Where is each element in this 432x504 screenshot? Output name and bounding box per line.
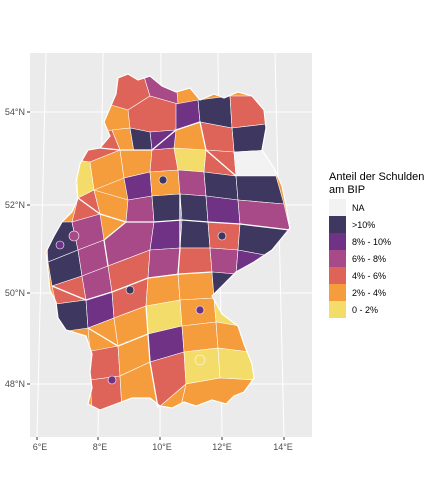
state-borders: [51, 121, 291, 409]
longitude-labels: 6°E 8°E 10°E 12°E 14°E: [33, 437, 293, 452]
legend-label-2-4: 2% - 4%: [352, 288, 386, 298]
meridian-14e: [274, 52, 285, 438]
legend-label-8-10: 8% - 10%: [352, 237, 391, 247]
region-urban-6: [194, 354, 206, 366]
y-tick-label-54: 54°N: [5, 107, 25, 117]
legend-key-0-2: [329, 301, 346, 318]
meridian-6e: [36, 52, 47, 438]
region-thuringia-west: [149, 219, 183, 251]
state-border-7: [103, 221, 127, 267]
legend-label-4-6: 4% - 6%: [352, 271, 386, 281]
legend-label-0-2: 0 - 2%: [352, 305, 378, 315]
region-harz: [151, 193, 183, 223]
legend-label-6-8: 6% - 8%: [352, 254, 386, 264]
x-tick-label-8: 8°E: [93, 442, 108, 452]
state-border-2: [77, 197, 291, 231]
region-altmark: [173, 147, 207, 173]
region-urban-2: [55, 240, 65, 250]
x-tick-label-12: 12°E: [212, 442, 232, 452]
y-tick-label-48: 48°N: [5, 379, 25, 389]
region-lausitz: [237, 199, 290, 231]
legend: Anteil der Schulden am BIP NA >10% 8% - …: [329, 171, 424, 318]
legend-key-2-4: [329, 284, 346, 301]
region-muenchen: [183, 347, 221, 385]
state-border-6: [177, 194, 181, 275]
legend-title-line-1: Anteil der Schulden: [329, 171, 424, 183]
region-fulda: [147, 247, 181, 279]
region-bamberg: [177, 271, 215, 301]
legend-title-line-2: am BIP: [329, 184, 365, 196]
legend-key-6-8: [329, 250, 346, 267]
legend-key-na: [329, 199, 346, 216]
state-border-3: [51, 271, 213, 301]
region-ingolstadt: [181, 321, 219, 353]
region-lueneburg: [149, 147, 179, 173]
y-tick-label-50: 50°N: [5, 288, 25, 298]
region-thuringia-east: [179, 219, 211, 249]
region-halle: [179, 193, 209, 223]
legend-label-na: NA: [352, 203, 365, 213]
region-urban-8: [217, 231, 227, 241]
legend-key-4-6: [329, 267, 346, 284]
x-tick-label-14: 14°E: [273, 442, 293, 452]
region-urban-1: [68, 230, 80, 242]
region-goettingen: [125, 195, 155, 223]
state-border-4: [87, 305, 149, 347]
state-border-5: [147, 333, 159, 409]
x-tick-label-10: 10°E: [152, 442, 172, 452]
region-urban-7: [107, 375, 117, 385]
legend-key-8-10: [329, 233, 346, 250]
region-urban-4: [158, 175, 168, 185]
region-bremen: [129, 127, 153, 153]
region-urban-5: [195, 305, 205, 315]
x-tick-label-6: 6°E: [33, 442, 48, 452]
region-fläming: [205, 195, 241, 225]
state-border-1: [99, 121, 237, 177]
latitude-labels: 54°N 52°N 50°N 48°N: [5, 107, 30, 389]
region-coburg: [177, 247, 213, 275]
region-chemnitz: [209, 247, 239, 275]
country-outline: [45, 73, 291, 411]
legend-label-gt10: >10%: [352, 220, 375, 230]
legend-key-gt10: [329, 216, 346, 233]
y-tick-label-52: 52°N: [5, 200, 25, 210]
region-oder: [235, 175, 285, 205]
region-berlin: [203, 171, 239, 201]
region-urban-3: [125, 285, 135, 295]
region-magdeburg: [177, 169, 207, 197]
